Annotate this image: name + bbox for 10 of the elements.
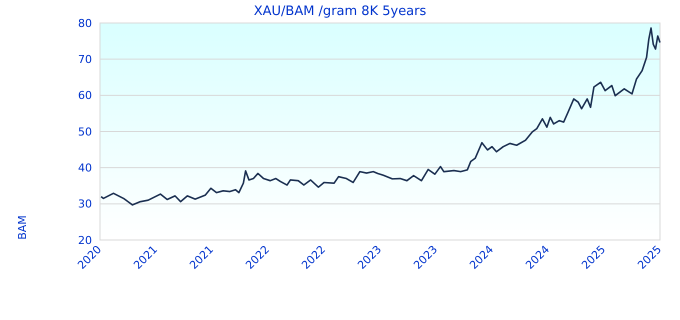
y-tick-label: 30 xyxy=(78,198,92,211)
y-tick-label: 40 xyxy=(78,162,92,175)
chart-title: XAU/BAM /gram 8K 5years xyxy=(254,4,427,19)
y-tick-label: 80 xyxy=(78,16,92,30)
y-tick-label: 70 xyxy=(78,53,92,66)
y-tick-label: 20 xyxy=(78,234,92,247)
y-tick-label: 60 xyxy=(78,89,92,102)
y-axis-title: BAM xyxy=(16,215,29,240)
line-series xyxy=(100,27,661,206)
y-tick-label: 50 xyxy=(78,125,92,138)
